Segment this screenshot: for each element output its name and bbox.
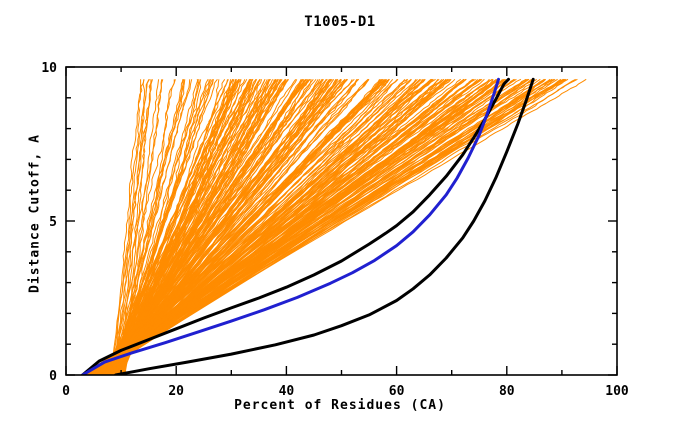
ensemble-curve: [99, 78, 434, 375]
y-tick-label: 10: [41, 61, 57, 76]
ensemble-curve: [109, 79, 263, 375]
ensemble-curve: [111, 79, 142, 375]
ensemble-curve: [84, 78, 506, 375]
ensemble-curve: [94, 78, 567, 375]
ensemble-curve: [96, 78, 346, 375]
ensemble-curve: [104, 78, 445, 375]
ensemble-curve: [93, 78, 399, 375]
ensemble-curve: [94, 78, 412, 375]
ensemble-curve: [88, 78, 553, 375]
ensemble-curve: [84, 78, 516, 375]
ensemble-curve: [100, 78, 494, 375]
ensemble-curve: [110, 79, 209, 375]
ensemble-curve: [95, 78, 355, 375]
ensemble-curve: [113, 79, 184, 375]
ensemble-curve: [121, 79, 160, 375]
ensemble-curve: [93, 79, 494, 375]
ensemble-curve: [99, 78, 499, 375]
ensemble-curve: [88, 78, 461, 375]
ensemble-curve: [109, 78, 218, 375]
ensemble-curve: [83, 78, 530, 375]
ensemble-curve: [106, 79, 417, 375]
ensemble-curve: [108, 79, 358, 375]
ensemble-curve: [96, 78, 465, 375]
ensemble-curve: [123, 79, 163, 375]
ensemble-curve: [116, 79, 275, 375]
ensemble-curve: [109, 79, 302, 375]
ensemble-curve: [122, 79, 202, 375]
ensemble-curve: [90, 78, 529, 375]
ensemble-curve: [113, 79, 191, 375]
ensemble-curve: [99, 78, 388, 375]
ensemble-curve: [103, 79, 304, 375]
ensemble-curve: [104, 79, 238, 375]
ensemble-curve: [113, 79, 199, 375]
x-tick-label: 20: [168, 384, 184, 399]
ensemble-curve: [103, 79, 424, 375]
ensemble-curve: [86, 78, 587, 375]
series-reference-model: [81, 77, 500, 375]
series-best-model-upper: [81, 77, 510, 375]
ensemble-curve: [110, 79, 175, 375]
ensemble-curve: [101, 78, 332, 375]
ensemble-curve: [103, 79, 335, 375]
ensemble-curve: [89, 78, 537, 375]
y-axis-label: Distance Cutoff, A: [27, 134, 43, 293]
ensemble-curve: [99, 78, 425, 375]
ensemble-curve: [105, 78, 314, 375]
ensemble-curve: [119, 79, 237, 375]
x-tick-label: 100: [605, 384, 629, 399]
ensemble-curve: [93, 78, 418, 375]
ensemble-curve: [120, 79, 199, 375]
ensemble-curve: [91, 78, 541, 375]
ensemble-curve: [98, 78, 546, 375]
ensemble-curve: [113, 79, 185, 375]
ensemble-curve: [105, 78, 369, 375]
x-tick-label: 60: [389, 384, 405, 399]
ensemble-curve: [89, 78, 447, 375]
ensemble-curve: [111, 79, 152, 375]
ensemble-curve: [117, 79, 254, 375]
ensemble-curve: [113, 79, 145, 375]
ensemble-curve: [101, 78, 467, 375]
ensemble-curve: [105, 79, 261, 375]
ensemble-curve: [112, 79, 184, 375]
ensemble-curve: [103, 78, 452, 375]
ensemble-curve: [93, 78, 408, 375]
x-tick-label: 40: [279, 384, 295, 399]
ensemble-curve: [99, 78, 445, 375]
y-tick-label: 5: [49, 215, 57, 230]
ensemble-curve: [93, 78, 517, 375]
ensemble-curve: [111, 79, 266, 375]
chart-title: T1005-D1: [304, 14, 376, 30]
ensemble-curve: [111, 79, 290, 375]
ensemble-curve: [99, 78, 289, 375]
ensemble-curve: [106, 78, 369, 375]
ensemble-curve: [106, 79, 278, 375]
ensemble-curves: [80, 78, 587, 375]
ensemble-curve: [110, 78, 360, 375]
ensemble-curve: [103, 79, 261, 375]
ensemble-curve: [107, 78, 398, 375]
y-tick-label: 0: [49, 369, 57, 384]
ensemble-curve: [80, 78, 565, 375]
x-tick-label: 0: [62, 384, 70, 399]
ensemble-curve: [97, 78, 359, 375]
x-axis-label: Percent of Residues (CA): [234, 398, 446, 413]
ensemble-curve: [110, 79, 150, 375]
x-tick-label: 80: [499, 384, 515, 399]
ensemble-curve: [90, 78, 565, 375]
series-best-model-lower: [114, 77, 535, 375]
ensemble-curve: [93, 78, 383, 375]
ensemble-curve: [118, 79, 145, 375]
highlight-curves: [81, 77, 535, 375]
axes: 0 20 40 60 80 100 0 5 10: [41, 61, 629, 399]
ensemble-curve: [107, 79, 234, 375]
ensemble-curve: [108, 78, 287, 375]
ensemble-curve: [102, 78, 483, 375]
